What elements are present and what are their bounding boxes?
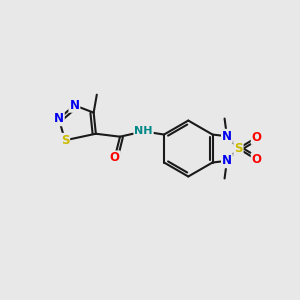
Text: S: S — [234, 142, 243, 155]
Text: O: O — [252, 131, 262, 144]
Text: O: O — [110, 152, 120, 164]
Text: N: N — [222, 154, 232, 167]
Text: O: O — [252, 153, 262, 166]
Text: S: S — [61, 134, 69, 147]
Text: N: N — [69, 99, 80, 112]
Text: N: N — [222, 130, 232, 143]
Text: NH: NH — [134, 126, 153, 136]
Text: N: N — [54, 112, 64, 125]
